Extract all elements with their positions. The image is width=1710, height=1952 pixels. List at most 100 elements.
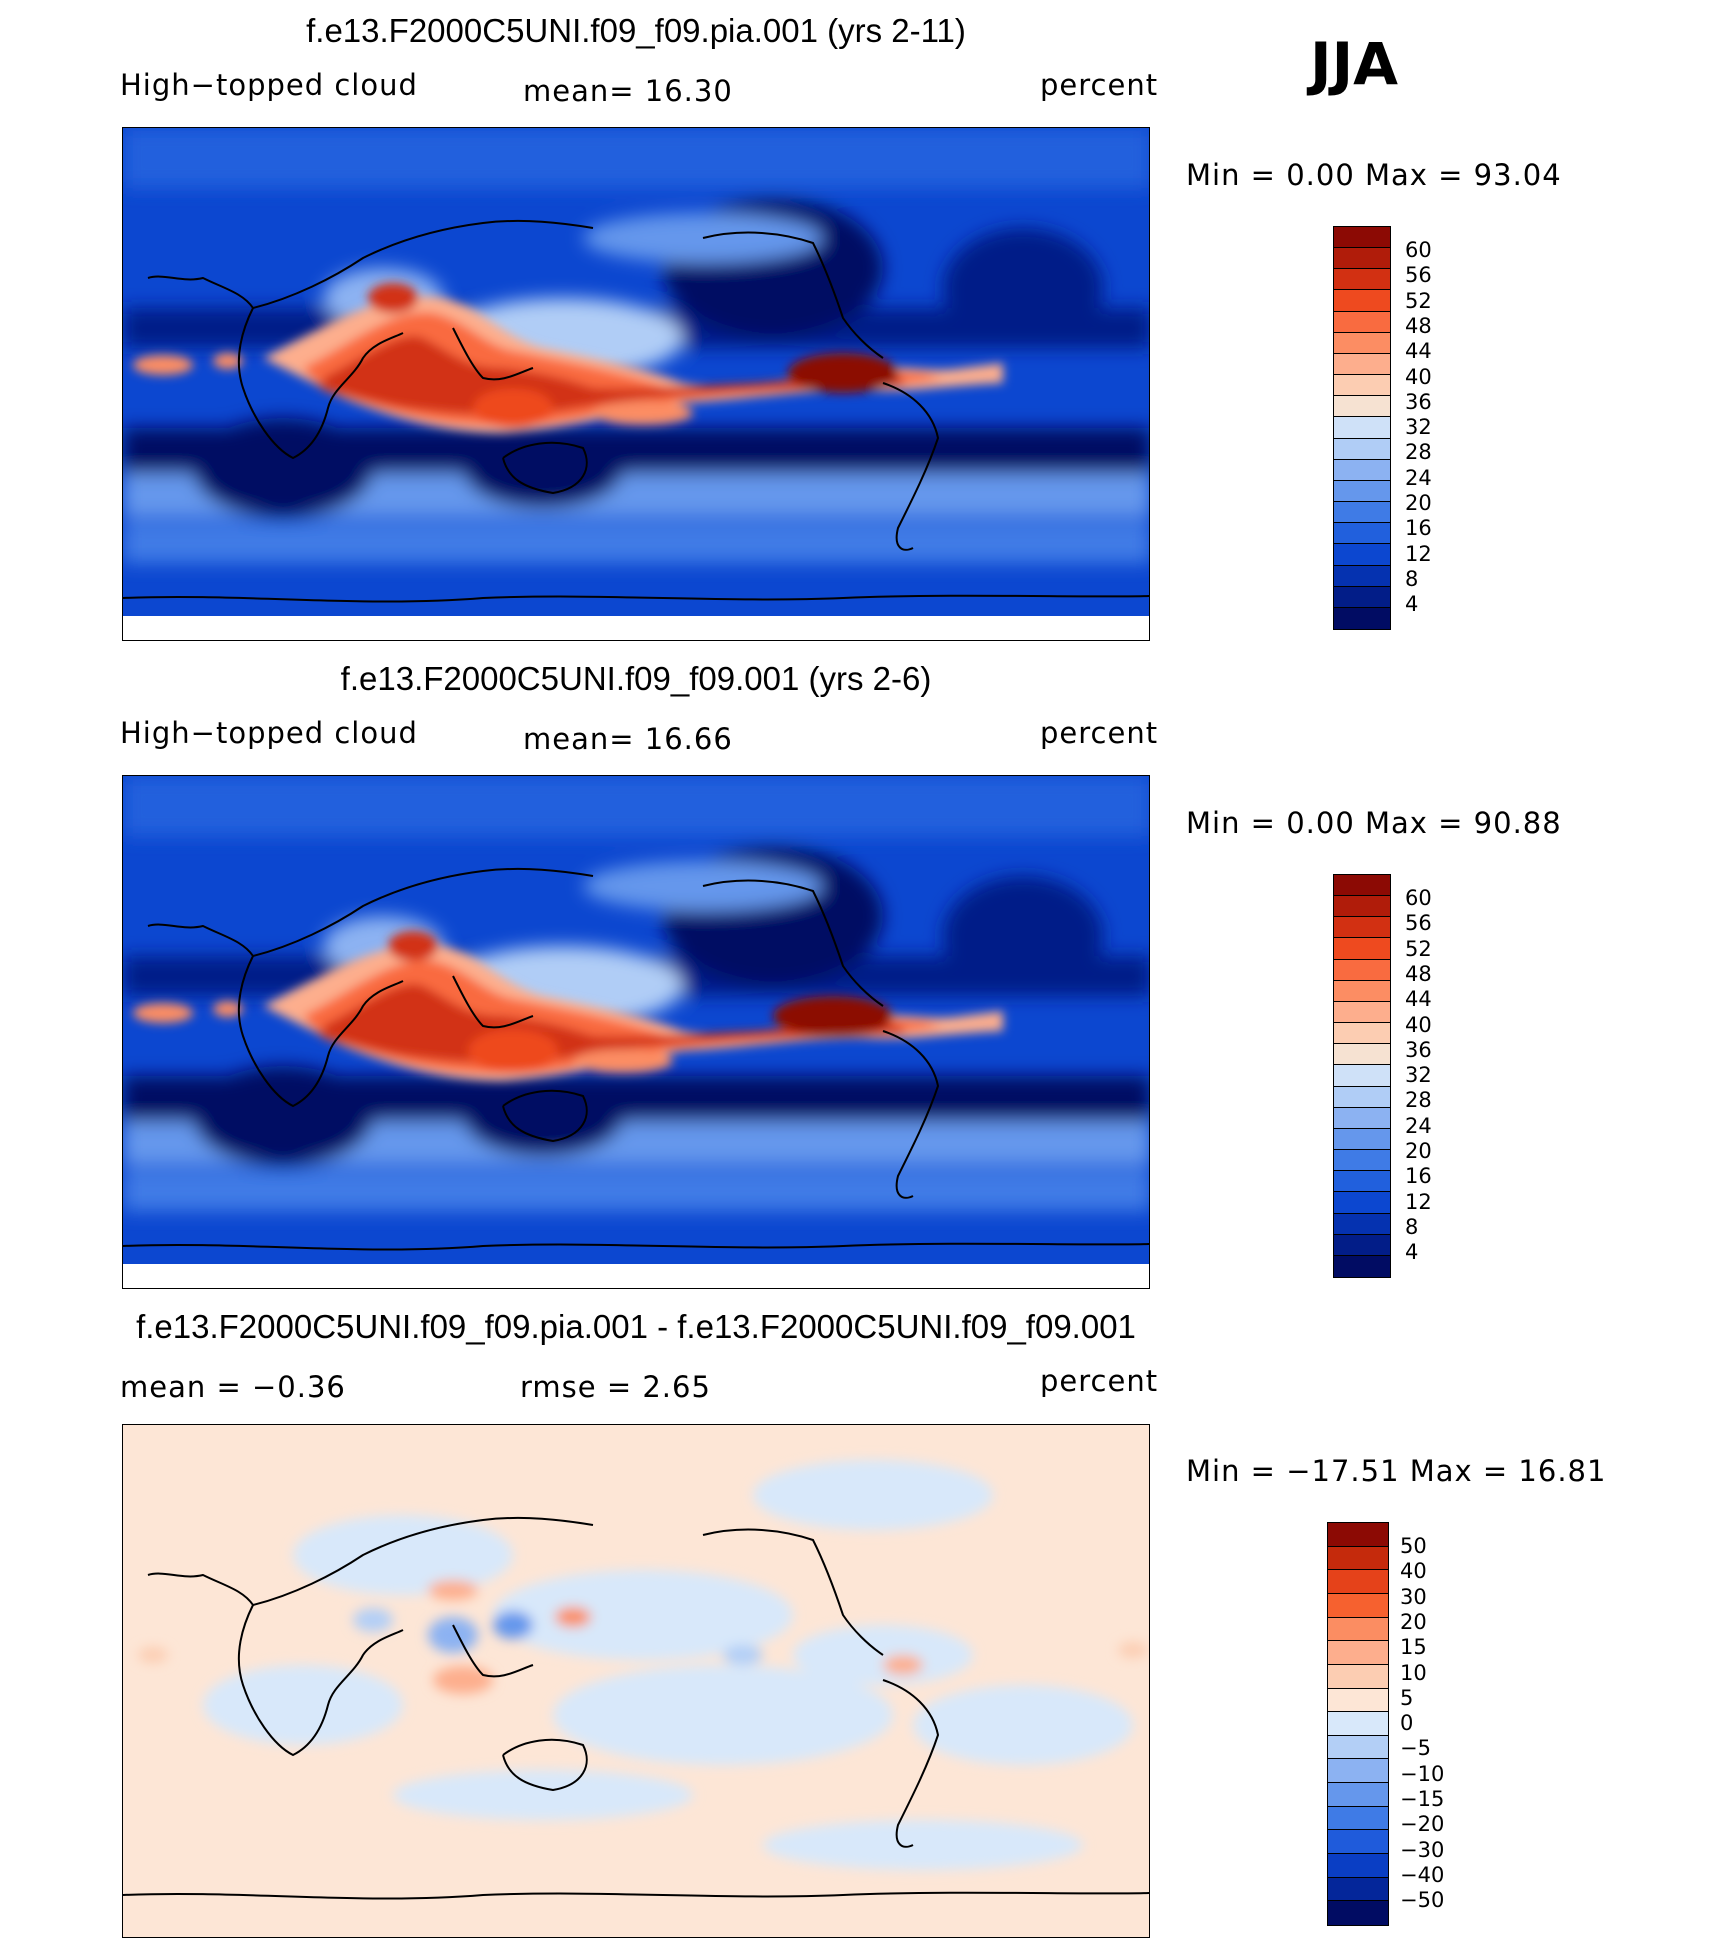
panel-3-title: f.e13.F2000C5UNI.f09_f09.pia.001 - f.e13… (136, 1308, 1136, 1345)
colorbar-segment (1334, 917, 1390, 939)
colorbar-segment (1334, 1065, 1390, 1087)
panel-1-coast-samerica (882, 382, 940, 551)
panel-1-tibet-core (368, 283, 418, 313)
panel-1-itcz-core (323, 336, 903, 415)
colorbar-segment (1334, 1255, 1390, 1277)
panel-1-coast-namerica (702, 231, 884, 359)
colorbar-segment (1334, 1213, 1390, 1235)
panel-2-variable-label: High−topped cloud (120, 716, 418, 750)
panel-2-colorbar (1333, 874, 1391, 1278)
colorbar-tick-label: 28 (1405, 440, 1432, 465)
colorbar-segment (1334, 544, 1390, 566)
panel-3-neg-central-pac (723, 1645, 763, 1665)
panel-1-colorbar (1333, 226, 1391, 630)
colorbar-tick-label: 15 (1400, 1635, 1427, 1660)
colorbar-segment (1334, 248, 1390, 270)
panel-3-coast-eurasia (252, 1516, 594, 1606)
colorbar-segment (1334, 1128, 1390, 1151)
panel-2-east-africa (213, 1001, 243, 1017)
panel-1-map-svg (123, 128, 1149, 616)
panel-3-map (122, 1424, 1150, 1938)
colorbar-segment (1334, 959, 1390, 981)
panel-1-coast-eurasia (252, 219, 594, 309)
panel-3-pos-tibet (428, 1580, 478, 1600)
panel-2-unit: percent (1040, 716, 1159, 750)
colorbar-tick-label: −15 (1400, 1787, 1445, 1811)
panel-3-rmse-stat: rmse = 2.65 (520, 1370, 711, 1404)
panel-1-west-africa (133, 355, 193, 375)
colorbar-tick-label: 16 (1405, 516, 1432, 541)
colorbar-tick-label: 44 (1405, 339, 1432, 364)
panel-1-mean-stat: mean= 16.30 (523, 74, 733, 108)
panel-3-neg-india (428, 1617, 478, 1653)
colorbar-tick-label: 12 (1405, 1189, 1432, 1214)
colorbar-segment (1334, 1150, 1390, 1172)
panel-1-maritime-continent (473, 388, 553, 428)
panel-3-neg-africa (203, 1665, 403, 1745)
colorbar-tick-label: 4 (1405, 592, 1419, 617)
panel-2-coast-africa (147, 923, 404, 1108)
panel-1-africa-south-low (193, 418, 373, 518)
panel-2-mean-stat: mean= 16.66 (523, 722, 733, 756)
colorbar-segment (1328, 1830, 1388, 1855)
panel-2-title: f.e13.F2000C5UNI.f09_f09.001 (yrs 2-6) (340, 660, 932, 697)
panel-2-africa-south-low (193, 1066, 373, 1166)
colorbar-segment (1334, 565, 1390, 587)
colorbar-tick-label: 36 (1405, 1037, 1432, 1062)
panel-3-pos-atl-east (1118, 1642, 1148, 1658)
colorbar-segment (1334, 607, 1390, 629)
panel-3-neg-southern (393, 1770, 693, 1820)
panel-1-coast-antarctica (123, 594, 1149, 603)
colorbar-tick-label: −10 (1400, 1761, 1445, 1786)
colorbar-segment (1328, 1664, 1388, 1689)
colorbar-tick-label: 48 (1405, 961, 1432, 986)
colorbar-segment (1334, 480, 1390, 503)
colorbar-tick-label: 20 (1400, 1609, 1427, 1634)
colorbar-tick-label: 24 (1405, 1113, 1432, 1138)
colorbar-segment (1328, 1617, 1388, 1642)
panel-3-coast-samerica (882, 1679, 940, 1848)
colorbar-tick-label: 10 (1400, 1660, 1427, 1685)
panel-3-coast-africa (147, 1572, 404, 1757)
panel-1-southern-ocean-band (123, 523, 1149, 563)
panel-2-coast-antarctica (123, 1242, 1149, 1251)
panel-3-neg-atlantic (913, 1685, 1133, 1765)
panel-3-mean-stat: mean = −0.36 (120, 1370, 346, 1404)
colorbar-tick-label: −50 (1400, 1888, 1445, 1913)
season-label: JJA (1310, 30, 1399, 98)
panel-2-coast-australia (502, 1089, 588, 1143)
panel-1-map (122, 127, 1150, 641)
colorbar-tick-label: 32 (1405, 1063, 1432, 1088)
panel-2-minmax: Min = 0.00 Max = 90.88 (1186, 806, 1562, 840)
colorbar-segment (1334, 1234, 1390, 1256)
colorbar-tick-label: −20 (1400, 1812, 1445, 1837)
colorbar-segment (1334, 875, 1390, 897)
colorbar-tick-label: −40 (1400, 1862, 1445, 1887)
panel-1-australia-low (463, 428, 623, 508)
colorbar-segment (1328, 1712, 1388, 1736)
colorbar-segment (1334, 417, 1390, 439)
colorbar-tick-label: 20 (1405, 1139, 1432, 1163)
panel-2-tibet-core (388, 931, 438, 961)
panel-3-map-svg (123, 1425, 1149, 1937)
colorbar-tick-label: 16 (1405, 1164, 1432, 1189)
colorbar-tick-label: 56 (1405, 263, 1432, 288)
panel-3-colorbar (1327, 1522, 1389, 1926)
panel-3-minmax: Min = −17.51 Max = 16.81 (1186, 1454, 1607, 1488)
colorbar-tick-label: 52 (1405, 288, 1432, 313)
colorbar-tick-label: 60 (1405, 886, 1432, 910)
panel-2-itcz-core (323, 984, 903, 1063)
colorbar-segment (1334, 290, 1390, 312)
panel-2-coastlines (123, 867, 1149, 1251)
panel-2-map (122, 775, 1150, 1289)
panel-3-neg-spac (553, 1665, 893, 1765)
colorbar-segment (1328, 1593, 1388, 1618)
panel-2-coast-samerica (882, 1030, 940, 1199)
colorbar-tick-label: 40 (1400, 1559, 1427, 1584)
panel-3-coastlines (123, 1516, 1149, 1900)
colorbar-segment (1334, 332, 1390, 354)
colorbar-segment (1334, 396, 1390, 418)
colorbar-segment (1334, 269, 1390, 291)
panel-1-atlantic-subtropic-low (943, 228, 1103, 348)
panel-3-neg-bay (493, 1611, 533, 1639)
